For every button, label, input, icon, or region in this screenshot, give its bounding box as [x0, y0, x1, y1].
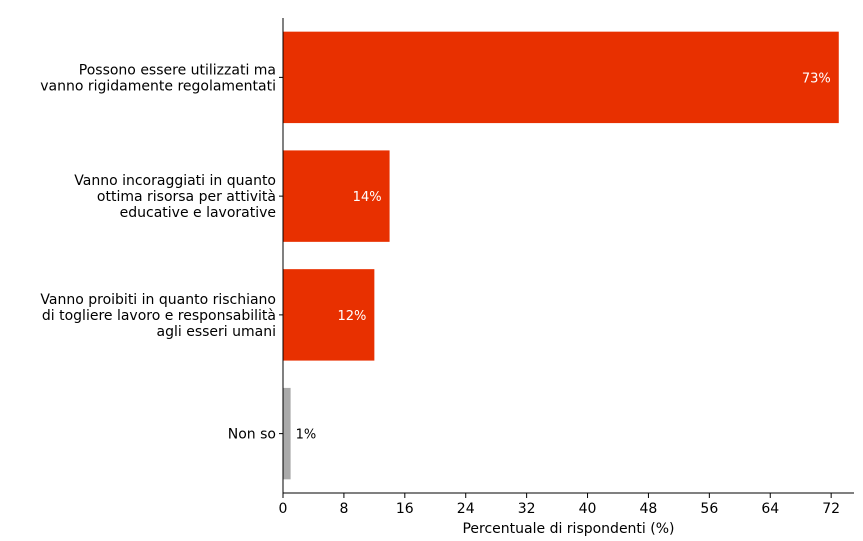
- category-label-2-line-0: Vanno proibiti in quanto rischiano: [40, 292, 276, 308]
- x-axis: 0 8 16 24 32 40 48 56 64 72: [279, 492, 854, 517]
- x-tick-label-3: 24: [457, 501, 475, 517]
- category-label-0-line-1: vanno rigidamente regolamentati: [40, 78, 276, 94]
- bar-2: [283, 269, 375, 361]
- category-label-1-line-1: ottima risorsa per attività: [97, 189, 276, 205]
- category-label-1-line-0: Vanno incoraggiati in quanto: [74, 173, 276, 189]
- data-labels-group: 73% 14% 12% 1%: [296, 71, 831, 442]
- x-tick-label-4: 32: [518, 501, 536, 517]
- category-label-3-line-0: Non so: [228, 427, 276, 443]
- x-tick-label-1: 8: [339, 501, 348, 517]
- category-label-2-line-2: agli esseri umani: [157, 324, 276, 340]
- x-tick-label-8: 64: [761, 501, 779, 517]
- x-tick-label-7: 56: [700, 501, 718, 517]
- x-tick-label-2: 16: [396, 501, 414, 517]
- x-tick-label-6: 48: [640, 501, 658, 517]
- category-label-0-line-0: Possono essere utilizzati ma: [79, 62, 276, 78]
- data-label-0: 73%: [802, 71, 831, 86]
- x-tick-label-9: 72: [822, 501, 840, 517]
- category-label-1-line-2: educative e lavorative: [120, 205, 276, 221]
- x-tick-label-0: 0: [279, 501, 288, 517]
- category-label-2-line-1: di togliere lavoro e responsabilità: [42, 308, 276, 324]
- bar-3: [283, 387, 291, 480]
- bars-group: [283, 31, 839, 480]
- x-axis-title: Percentuale di rispondenti (%): [462, 521, 674, 537]
- data-label-1: 14%: [353, 190, 382, 205]
- bar-0: [283, 31, 839, 124]
- x-tick-label-5: 40: [579, 501, 597, 517]
- data-label-3: 1%: [296, 428, 317, 443]
- data-label-2: 12%: [337, 309, 366, 324]
- bar-1: [283, 150, 390, 242]
